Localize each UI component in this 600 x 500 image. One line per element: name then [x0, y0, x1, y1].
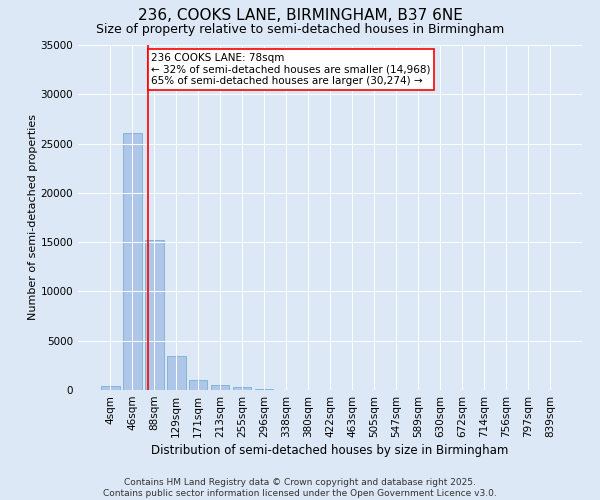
Text: 236, COOKS LANE, BIRMINGHAM, B37 6NE: 236, COOKS LANE, BIRMINGHAM, B37 6NE — [137, 8, 463, 22]
Text: 236 COOKS LANE: 78sqm
← 32% of semi-detached houses are smaller (14,968)
65% of : 236 COOKS LANE: 78sqm ← 32% of semi-deta… — [151, 53, 431, 86]
Y-axis label: Number of semi-detached properties: Number of semi-detached properties — [28, 114, 38, 320]
Text: Size of property relative to semi-detached houses in Birmingham: Size of property relative to semi-detach… — [96, 22, 504, 36]
Bar — [233, 387, 251, 390]
Bar — [211, 385, 229, 390]
Bar — [167, 356, 185, 390]
Bar — [145, 240, 164, 390]
Bar — [101, 386, 119, 390]
Bar — [255, 389, 274, 390]
X-axis label: Distribution of semi-detached houses by size in Birmingham: Distribution of semi-detached houses by … — [151, 444, 509, 457]
Bar — [189, 380, 208, 390]
Bar — [123, 132, 142, 390]
Text: Contains HM Land Registry data © Crown copyright and database right 2025.
Contai: Contains HM Land Registry data © Crown c… — [103, 478, 497, 498]
